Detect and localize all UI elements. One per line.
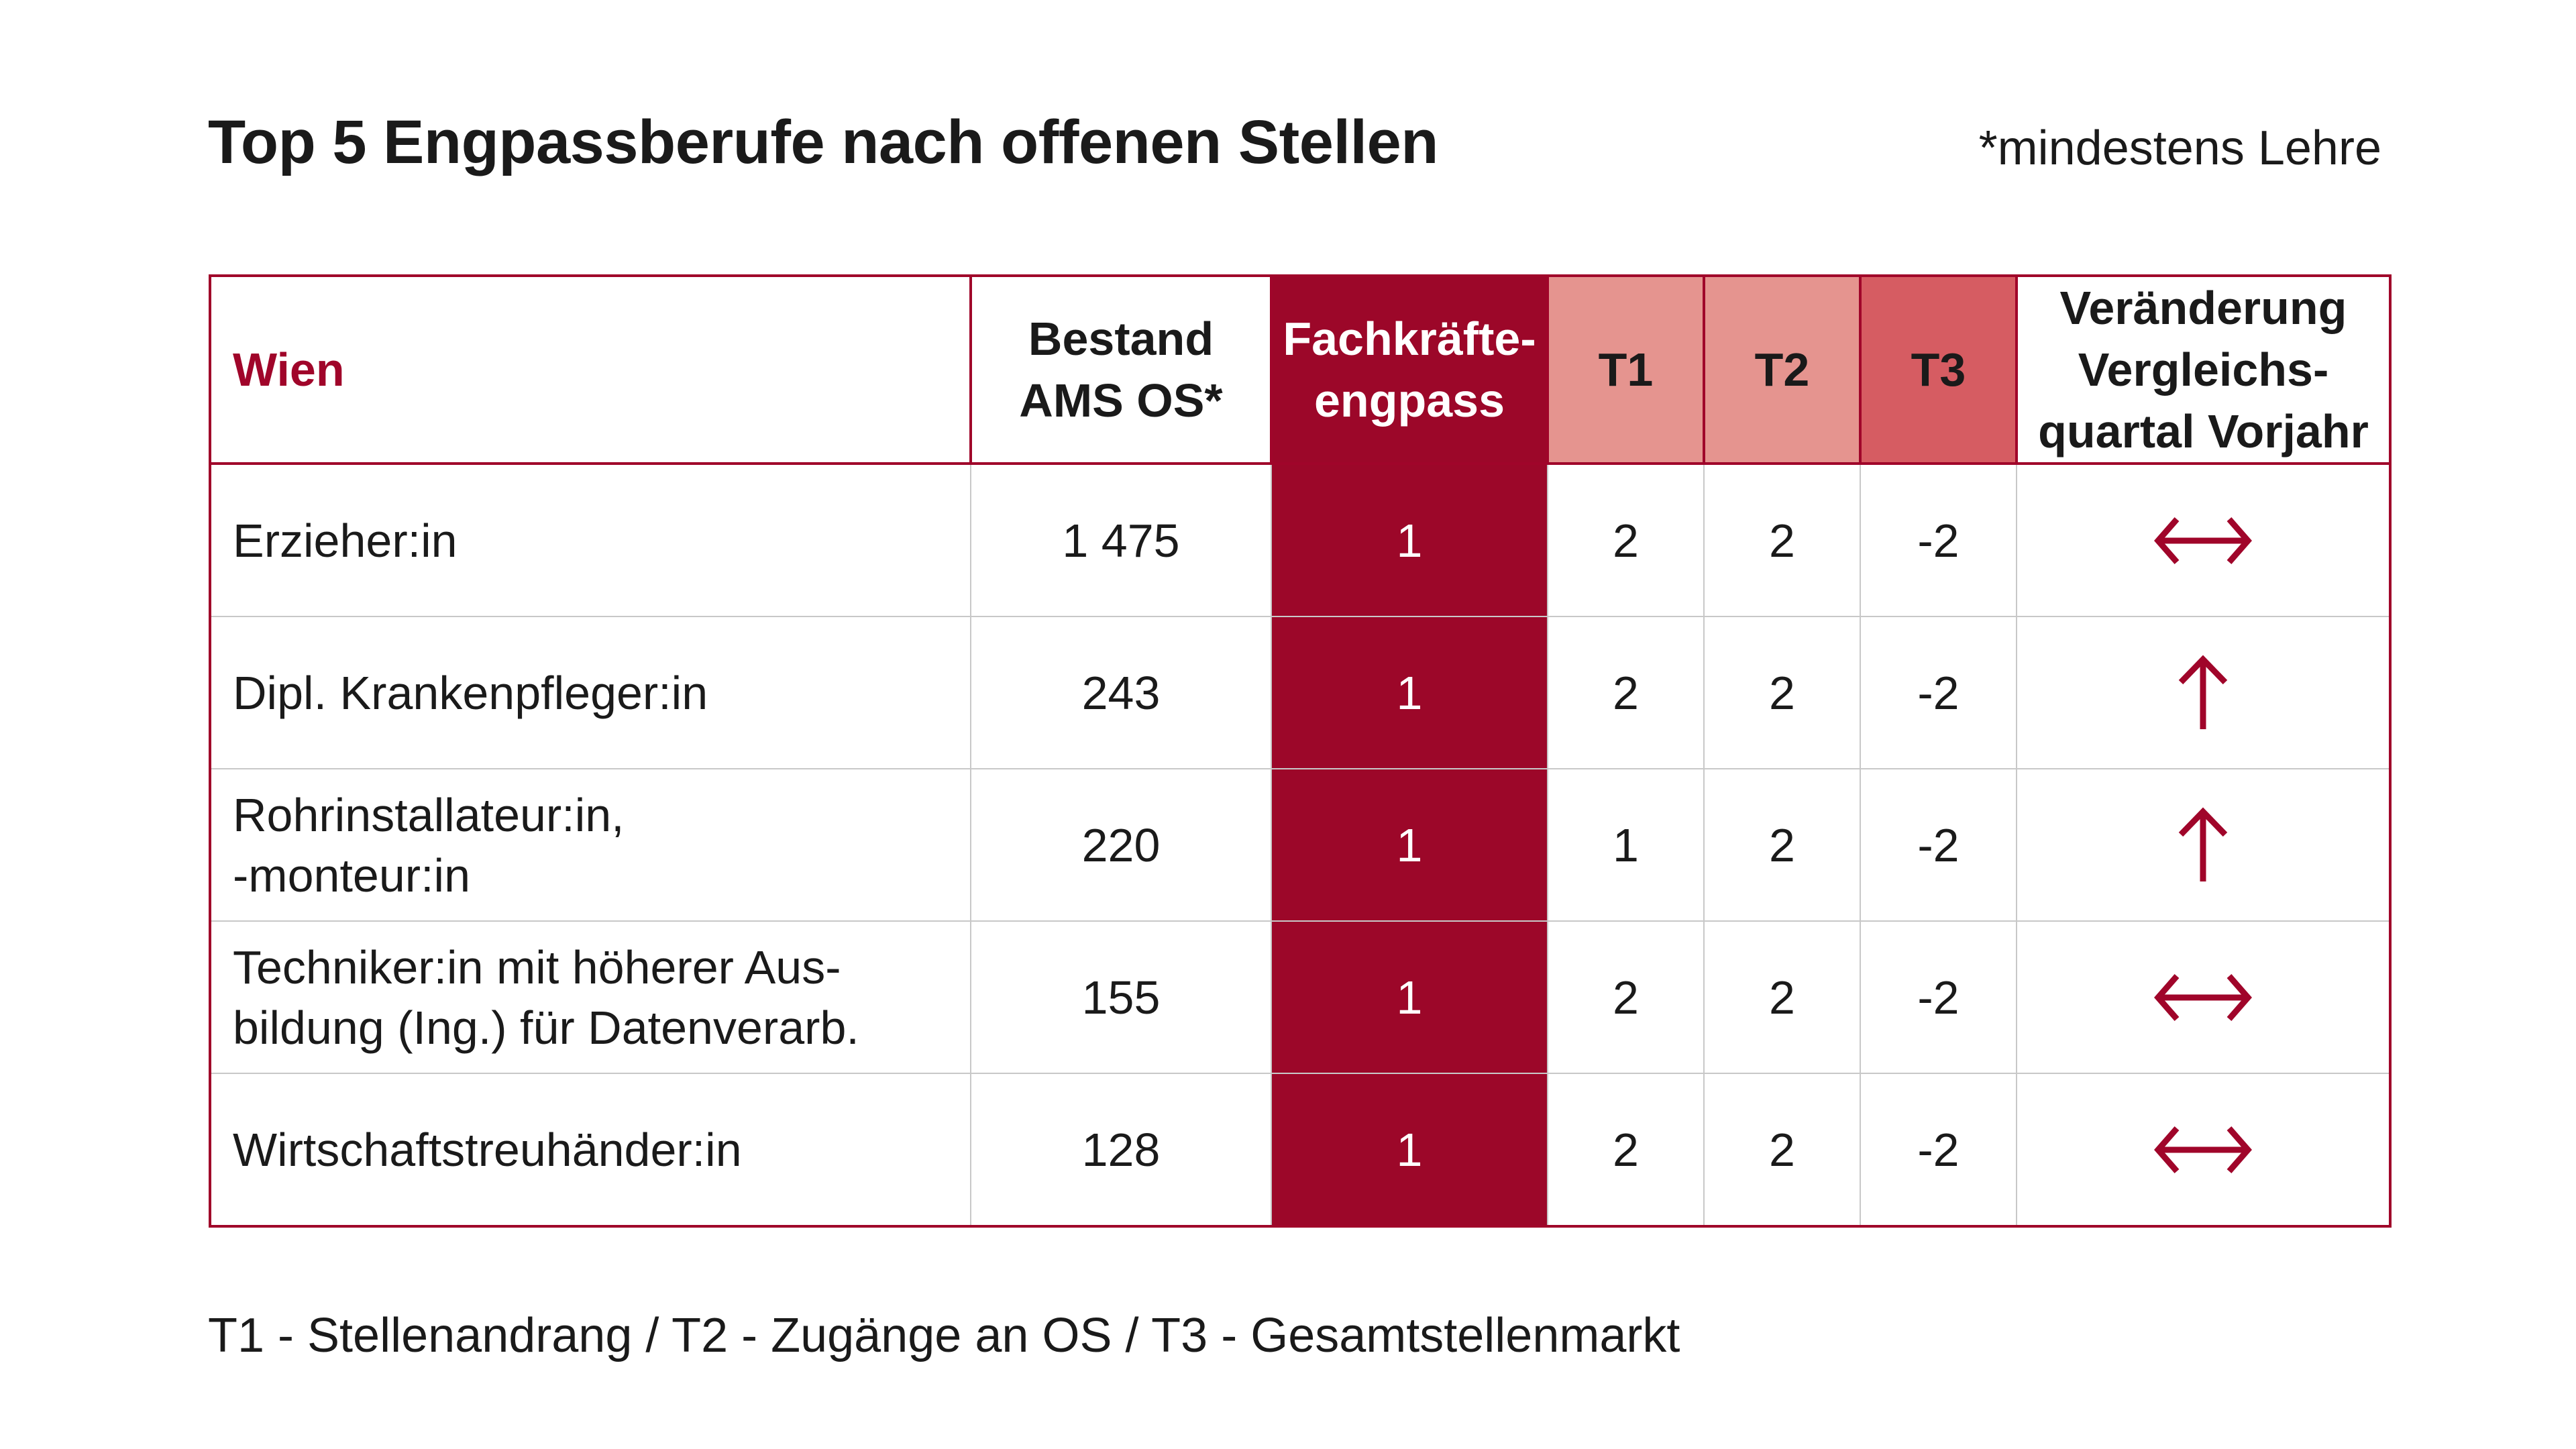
cell-bestand: 155 [970,920,1271,1073]
cell-beruf: Techniker:in mit höherer Aus- bildung (I… [210,920,971,1073]
table-row: Dipl. Krankenpfleger:in 243 1 2 2 -2 [210,616,2390,769]
header-bestand: Bestand AMS OS* [969,275,1271,465]
table-row: Rohrinstallateur:in, -monteur:in 220 1 1 2 -2 [210,768,2390,921]
header-t2: T2 [1703,275,1860,465]
cell-t3: -2 [1860,768,2017,921]
table-row: Wirtschaftstreuhänder:in 128 1 2 2 -2 [210,1073,2390,1226]
cell-t2: 2 [1703,920,1860,1073]
cell-t1: 2 [1547,616,1704,769]
header-t3: T3 [1859,275,2017,465]
cell-t3: -2 [1860,463,2017,616]
cell-t1: 2 [1547,1073,1704,1226]
cell-engpass: 1 [1271,463,1548,616]
header-veraenderung: Veränderung Vergleichs- quartal Vorjahr [2015,275,2390,465]
engpass-table: Wien Bestand AMS OS* Fachkräfte- engpass… [209,274,2392,1228]
unchanged-arrow-icon [2154,973,2252,1021]
cell-t2: 2 [1703,463,1860,616]
footnote-note: *mindestens Lehre [1978,121,2381,175]
header-region: Wien [210,275,971,465]
legend-footer: T1 - Stellenandrang / T2 - Zugänge an OS… [208,1309,1680,1362]
cell-t3: -2 [1860,616,2017,769]
header-t1: T1 [1546,275,1704,465]
cell-t1: 2 [1547,463,1704,616]
cell-trend [2016,1073,2390,1226]
unchanged-arrow-icon [2154,517,2252,564]
cell-engpass: 1 [1271,920,1548,1073]
cell-bestand: 243 [970,616,1271,769]
cell-t2: 2 [1703,1073,1860,1226]
table-row: Techniker:in mit höherer Aus- bildung (I… [210,920,2390,1073]
up-arrow-icon [2178,807,2228,881]
cell-beruf: Dipl. Krankenpfleger:in [210,616,971,769]
cell-t3: -2 [1860,920,2017,1073]
cell-engpass: 1 [1271,768,1548,921]
table-header-row: Wien Bestand AMS OS* Fachkräfte- engpass… [210,275,2390,465]
cell-trend [2016,768,2390,921]
unchanged-arrow-icon [2154,1126,2252,1173]
cell-trend [2016,616,2390,769]
cell-engpass: 1 [1271,616,1548,769]
header-fachkraefteengpass: Fachkräfte- engpass [1270,275,1548,465]
cell-t3: -2 [1860,1073,2017,1226]
cell-beruf: Wirtschaftstreuhänder:in [210,1073,971,1226]
cell-t2: 2 [1703,768,1860,921]
table-row: Erzieher:in 1 475 1 2 2 -2 [210,463,2390,616]
cell-beruf: Rohrinstallateur:in, -monteur:in [210,768,971,921]
cell-beruf: Erzieher:in [210,463,971,616]
cell-t2: 2 [1703,616,1860,769]
cell-bestand: 1 475 [970,463,1271,616]
page-title: Top 5 Engpassberufe nach offenen Stellen [208,108,1438,176]
up-arrow-icon [2178,655,2228,729]
cell-t1: 1 [1547,768,1704,921]
cell-t1: 2 [1547,920,1704,1073]
cell-trend [2016,463,2390,616]
cell-bestand: 128 [970,1073,1271,1226]
table-body: Erzieher:in 1 475 1 2 2 -2 Dipl. Krankenpflege… [210,463,2390,1226]
cell-trend [2016,920,2390,1073]
cell-bestand: 220 [970,768,1271,921]
cell-engpass: 1 [1271,1073,1548,1226]
